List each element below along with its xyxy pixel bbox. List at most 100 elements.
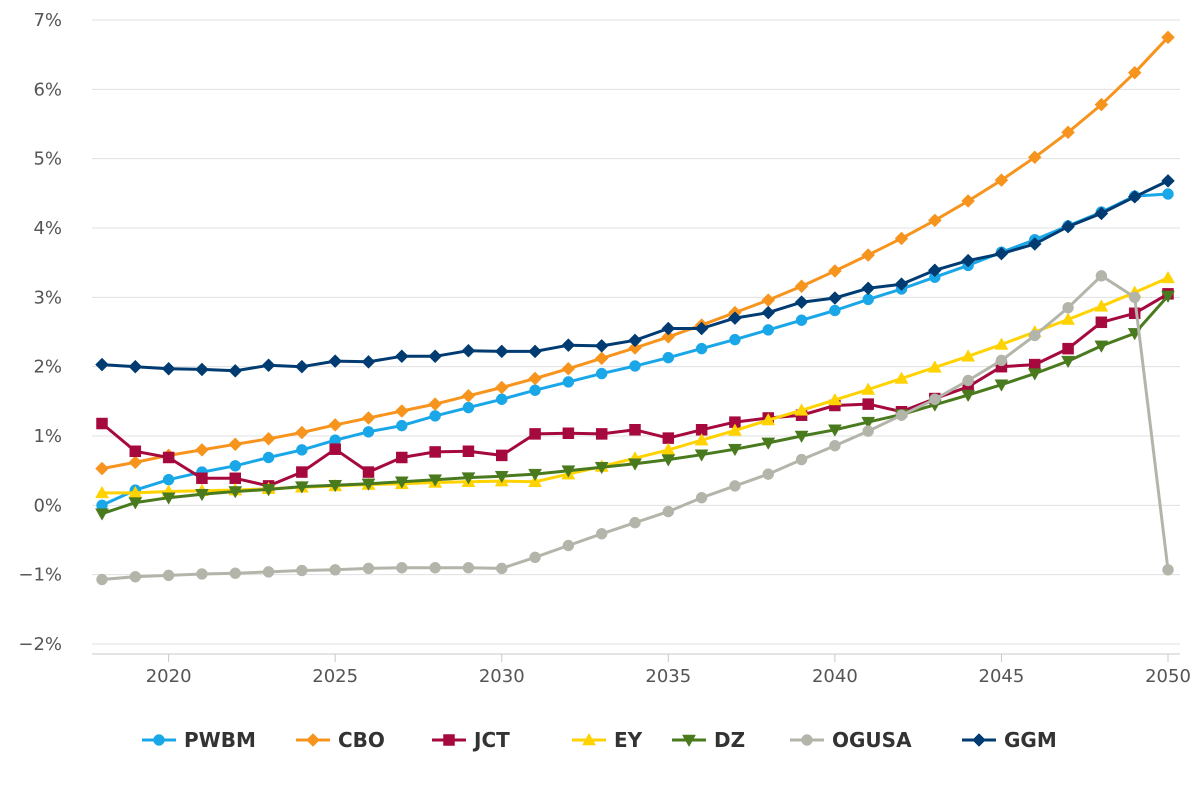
x-tick-label: 2045 — [979, 666, 1025, 687]
data-point-dz — [494, 470, 509, 484]
data-point-dz — [195, 488, 209, 502]
legend-item-cbo[interactable]: CBO — [296, 728, 385, 752]
data-point-ggm — [428, 349, 442, 364]
data-point-ey — [861, 382, 876, 395]
data-point-ggm — [861, 281, 876, 296]
data-point-cbo — [228, 437, 243, 452]
data-point-cbo — [528, 371, 542, 386]
data-point-ey — [728, 423, 742, 436]
x-tick-label: 2030 — [479, 666, 525, 687]
data-point-ogusa — [1062, 301, 1074, 314]
data-point-pwbm — [529, 384, 541, 396]
data-point-jct — [362, 466, 375, 478]
data-point-dz — [261, 484, 276, 497]
data-point-ggm — [761, 305, 776, 320]
data-point-ogusa — [929, 393, 941, 406]
y-axis-tick-labels: −2% −1% 0% 1% 2% 3% 4% 5% 6% 7% — [18, 10, 62, 655]
legend-swatch-marker — [306, 733, 320, 747]
legend-item-ggm[interactable]: GGM — [962, 728, 1057, 752]
x-axis — [92, 653, 1180, 662]
y-tick-label: 7% — [33, 10, 62, 31]
data-point-ggm — [394, 349, 409, 364]
data-point-cbo — [195, 443, 209, 457]
data-point-pwbm — [296, 444, 308, 456]
legend-item-ey[interactable]: EY — [572, 728, 643, 752]
data-point-cbo — [295, 425, 309, 440]
data-point-pwbm — [562, 376, 575, 388]
data-point-cbo — [661, 329, 676, 344]
data-point-cbo — [394, 404, 409, 418]
data-point-cbo — [261, 431, 276, 446]
data-point-ggm — [295, 359, 309, 374]
data-point-cbo — [894, 231, 909, 246]
data-point-ey — [894, 371, 909, 384]
data-point-ey — [694, 433, 709, 446]
data-point-ogusa — [329, 564, 341, 576]
data-point-cbo — [461, 388, 476, 403]
data-point-ggm — [95, 357, 109, 372]
data-point-cbo — [794, 279, 809, 294]
legend-item-ogusa[interactable]: OGUSA — [790, 728, 912, 752]
data-point-pwbm — [462, 401, 475, 414]
data-point-cbo — [1027, 150, 1042, 165]
y-tick-label: 0% — [33, 495, 62, 516]
y-tick-label: 1% — [33, 426, 62, 447]
data-point-ggm — [628, 333, 642, 348]
data-point-cbo — [961, 194, 975, 208]
data-point-cbo — [428, 397, 442, 411]
y-tick-label: −2% — [18, 634, 62, 655]
data-point-ggm — [794, 295, 809, 310]
data-point-ogusa — [895, 409, 908, 421]
data-point-pwbm — [829, 304, 841, 317]
data-point-cbo — [1161, 30, 1175, 45]
data-point-dz — [128, 497, 143, 510]
data-point-pwbm — [729, 333, 741, 346]
data-point-ogusa — [462, 561, 475, 574]
data-point-jct — [595, 428, 608, 440]
data-point-jct — [1062, 342, 1074, 355]
data-point-ogusa — [496, 562, 508, 575]
x-axis-tick-labels: 2020 2025 2030 2035 2040 2045 2050 — [146, 666, 1191, 687]
data-point-ey — [1161, 270, 1175, 284]
data-point-dz — [361, 478, 376, 491]
data-point-ogusa — [296, 564, 308, 577]
data-point-ey — [961, 349, 976, 362]
data-point-dz — [827, 424, 842, 437]
data-point-ggm — [994, 246, 1009, 261]
data-point-dz — [594, 461, 609, 475]
legend-item-pwbm[interactable]: PWBM — [142, 728, 256, 752]
data-point-ogusa — [129, 570, 142, 583]
data-point-pwbm — [162, 473, 175, 486]
data-point-jct — [96, 417, 108, 430]
data-point-cbo — [628, 341, 642, 355]
data-point-ggm — [828, 291, 842, 305]
x-tick-label: 2040 — [812, 666, 858, 687]
data-point-dz — [728, 443, 742, 457]
data-point-cbo — [594, 351, 609, 366]
series-lines — [95, 30, 1175, 586]
data-point-ggm — [961, 253, 975, 268]
data-point-pwbm — [695, 342, 708, 355]
series-cbo — [95, 30, 1175, 476]
data-point-dz — [861, 416, 876, 430]
data-point-cbo — [361, 411, 376, 425]
legend-item-dz[interactable]: DZ — [672, 728, 745, 752]
data-point-pwbm — [795, 314, 808, 326]
data-point-ggm — [561, 338, 576, 353]
data-point-ggm — [195, 362, 209, 377]
data-point-ggm — [1161, 173, 1175, 188]
legend-swatch-marker — [801, 734, 813, 746]
data-point-ogusa — [762, 468, 774, 480]
data-point-dz — [561, 465, 576, 478]
legend-item-jct[interactable]: JCT — [432, 728, 510, 752]
data-point-ggm — [894, 277, 909, 292]
y-tick-label: −1% — [18, 565, 62, 586]
data-point-ogusa — [1095, 270, 1108, 282]
data-point-dz — [1161, 290, 1175, 303]
y-tick-label: 5% — [33, 149, 62, 170]
data-point-pwbm — [629, 360, 641, 372]
data-point-dz — [1094, 340, 1109, 353]
data-point-jct — [396, 451, 408, 464]
data-point-jct — [196, 472, 208, 485]
data-point-ogusa — [629, 516, 641, 529]
